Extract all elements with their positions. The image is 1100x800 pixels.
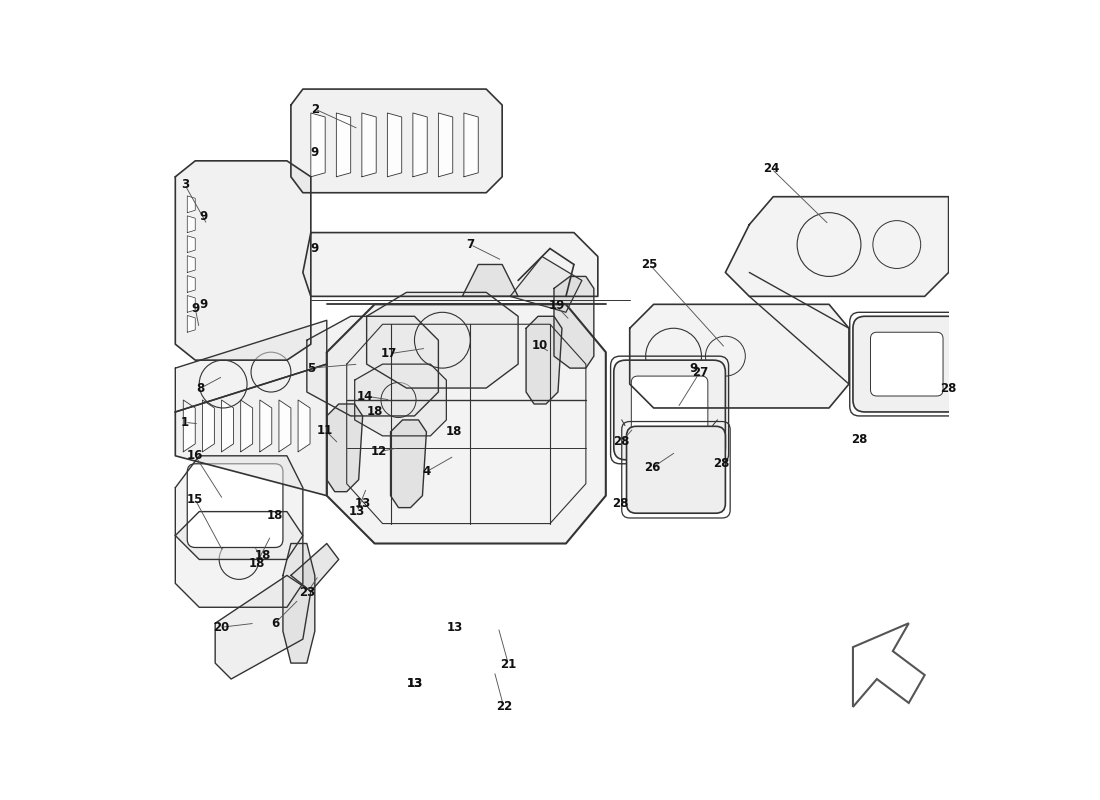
Text: 18: 18	[366, 406, 383, 418]
Polygon shape	[187, 256, 195, 273]
Polygon shape	[327, 304, 606, 543]
Polygon shape	[279, 400, 290, 452]
Polygon shape	[307, 316, 439, 416]
Polygon shape	[187, 236, 195, 253]
FancyBboxPatch shape	[852, 316, 960, 412]
Text: 20: 20	[213, 621, 230, 634]
Text: 13: 13	[406, 677, 422, 690]
Text: 22: 22	[496, 701, 512, 714]
Text: 19: 19	[548, 299, 564, 313]
Polygon shape	[462, 265, 518, 296]
Polygon shape	[175, 456, 302, 559]
Text: 24: 24	[763, 162, 780, 175]
Text: 25: 25	[641, 258, 658, 271]
Polygon shape	[327, 404, 363, 492]
Polygon shape	[390, 420, 427, 508]
Text: 9: 9	[191, 302, 199, 315]
FancyBboxPatch shape	[614, 360, 725, 460]
Polygon shape	[187, 216, 195, 233]
Text: 9: 9	[199, 210, 207, 223]
Text: 13: 13	[354, 497, 371, 510]
Text: 18: 18	[255, 549, 272, 562]
Text: 2: 2	[311, 102, 319, 115]
Text: 4: 4	[422, 466, 430, 478]
Polygon shape	[464, 113, 478, 177]
Polygon shape	[298, 400, 310, 452]
Text: 23: 23	[299, 586, 315, 599]
FancyBboxPatch shape	[627, 426, 725, 514]
Text: 17: 17	[381, 347, 397, 360]
Text: 28: 28	[940, 382, 957, 394]
Text: 28: 28	[851, 434, 868, 446]
Polygon shape	[241, 400, 253, 452]
Text: 3: 3	[180, 178, 189, 191]
Text: 28: 28	[612, 497, 628, 510]
Text: 13: 13	[349, 505, 365, 518]
Text: 18: 18	[447, 426, 462, 438]
Polygon shape	[554, 277, 594, 368]
Polygon shape	[290, 89, 503, 193]
Polygon shape	[216, 575, 311, 679]
Polygon shape	[175, 364, 327, 496]
Polygon shape	[260, 400, 272, 452]
Polygon shape	[439, 113, 453, 177]
Text: 28: 28	[614, 435, 630, 448]
FancyBboxPatch shape	[187, 464, 283, 547]
Polygon shape	[510, 257, 582, 312]
Polygon shape	[187, 295, 195, 312]
Polygon shape	[311, 113, 326, 177]
Polygon shape	[526, 316, 562, 404]
Polygon shape	[852, 623, 925, 707]
Text: 11: 11	[317, 424, 333, 437]
Text: 13: 13	[447, 621, 462, 634]
Polygon shape	[175, 320, 327, 412]
Text: 16: 16	[187, 450, 204, 462]
Text: 9: 9	[310, 146, 319, 159]
Polygon shape	[221, 400, 233, 452]
Text: 27: 27	[692, 366, 708, 378]
Polygon shape	[187, 276, 195, 292]
Text: 21: 21	[500, 658, 517, 671]
Polygon shape	[184, 400, 195, 452]
Text: 10: 10	[531, 339, 548, 352]
Text: 13: 13	[406, 677, 422, 690]
Text: 18: 18	[267, 509, 283, 522]
Text: 6: 6	[271, 617, 279, 630]
Text: 28: 28	[713, 458, 729, 470]
Polygon shape	[202, 400, 215, 452]
Polygon shape	[337, 113, 351, 177]
Polygon shape	[629, 304, 849, 408]
Text: 18: 18	[249, 557, 265, 570]
Text: 15: 15	[187, 493, 204, 506]
FancyBboxPatch shape	[870, 332, 943, 396]
Polygon shape	[412, 113, 427, 177]
Text: 9: 9	[690, 362, 697, 374]
Polygon shape	[175, 512, 302, 607]
Text: 1: 1	[180, 416, 189, 429]
Text: 14: 14	[356, 390, 373, 402]
Polygon shape	[175, 161, 311, 360]
Polygon shape	[187, 196, 195, 213]
Text: 5: 5	[307, 362, 315, 374]
Text: 9: 9	[199, 298, 207, 311]
Text: 12: 12	[371, 446, 387, 458]
Polygon shape	[302, 233, 597, 296]
FancyBboxPatch shape	[631, 376, 708, 444]
Text: 26: 26	[644, 462, 660, 474]
Polygon shape	[725, 197, 948, 296]
Polygon shape	[366, 292, 518, 388]
Text: 9: 9	[310, 242, 319, 255]
Polygon shape	[387, 113, 402, 177]
Polygon shape	[187, 315, 195, 332]
Polygon shape	[290, 543, 339, 591]
Polygon shape	[283, 543, 315, 663]
Text: 8: 8	[197, 382, 205, 394]
Polygon shape	[354, 364, 447, 436]
Polygon shape	[362, 113, 376, 177]
Text: 7: 7	[466, 238, 474, 251]
